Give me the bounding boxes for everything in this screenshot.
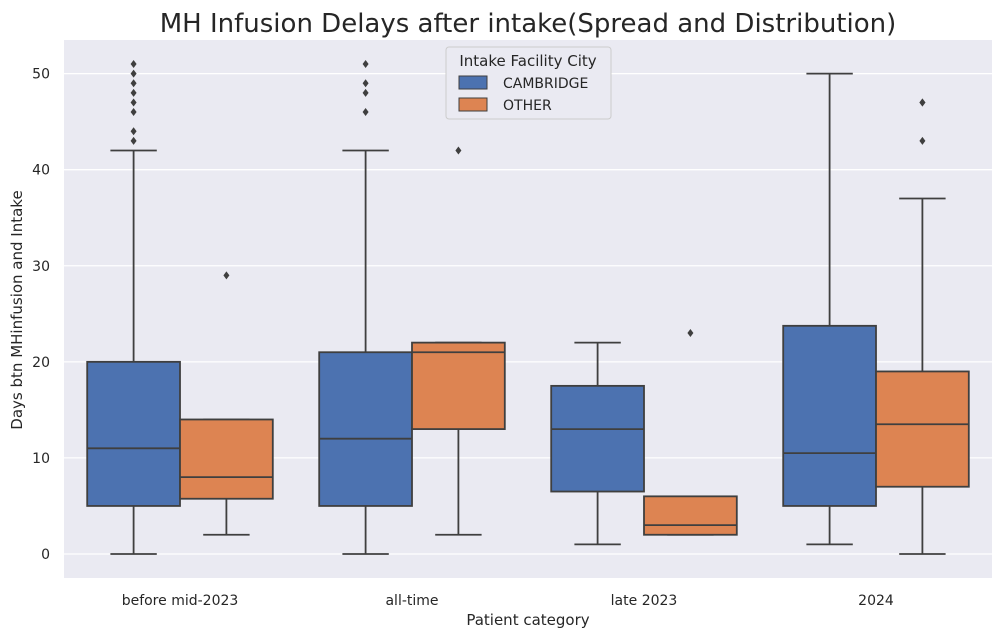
outlier-point <box>130 60 137 69</box>
y-tick-label: 10 <box>32 451 50 467</box>
outlier-point <box>130 98 137 107</box>
outlier-point <box>130 127 137 136</box>
outlier-point <box>919 98 926 107</box>
y-tick-label: 30 <box>32 259 50 275</box>
y-axis-label: Days btn MHinfusion and Intake <box>8 190 26 429</box>
iqr-box <box>643 495 738 536</box>
x-tick-label: 2024 <box>858 593 894 609</box>
outlier-point <box>130 69 137 78</box>
outlier-point <box>130 88 137 97</box>
outlier-point <box>362 108 369 117</box>
outlier-point <box>130 79 137 88</box>
box-cambridge-0 <box>86 60 181 555</box>
outlier-point <box>130 136 137 145</box>
y-tick-label: 0 <box>41 547 50 563</box>
y-tick-labels: 0 10 20 30 40 50 <box>32 67 50 563</box>
outlier-point <box>362 79 369 88</box>
x-tick-labels: before mid-2023 all-time late 2023 2024 <box>122 593 894 609</box>
iqr-box <box>550 384 645 493</box>
x-axis-label: Patient category <box>466 611 589 629</box>
y-tick-label: 50 <box>32 67 50 83</box>
box-other-1 <box>411 146 506 536</box>
legend-label-other: OTHER <box>503 98 552 114</box>
legend: Intake Facility City CAMBRIDGE OTHER <box>445 46 612 120</box>
box-other-0 <box>179 271 274 536</box>
iqr-box <box>411 341 506 430</box>
box-groups <box>86 60 970 555</box>
iqr-box <box>86 360 181 507</box>
outlier-point <box>687 329 694 338</box>
x-tick-label: late 2023 <box>611 593 678 609</box>
iqr-box <box>318 351 413 507</box>
box-other-2 <box>643 329 738 536</box>
legend-label-cambridge: CAMBRIDGE <box>503 76 588 92</box>
legend-swatch-other <box>458 97 488 112</box>
legend-swatch-cambridge <box>458 75 488 90</box>
y-tick-label: 20 <box>32 355 50 371</box>
outlier-point <box>919 136 926 145</box>
outlier-point <box>130 108 137 117</box>
x-tick-label: all-time <box>385 593 438 609</box>
x-tick-label: before mid-2023 <box>122 593 239 609</box>
outlier-point <box>223 271 230 280</box>
y-tick-label: 40 <box>32 163 50 179</box>
iqr-box <box>875 370 970 488</box>
iqr-box <box>179 418 274 500</box>
box-other-3 <box>875 98 970 555</box>
box-cambridge-3 <box>782 72 877 546</box>
iqr-box <box>782 324 877 507</box>
outlier-point <box>362 88 369 97</box>
legend-title: Intake Facility City <box>459 52 596 70</box>
box-cambridge-2 <box>550 341 645 546</box>
outlier-point <box>455 146 462 155</box>
chart-title: MH Infusion Delays after intake(Spread a… <box>160 9 897 39</box>
outlier-point <box>362 60 369 69</box>
